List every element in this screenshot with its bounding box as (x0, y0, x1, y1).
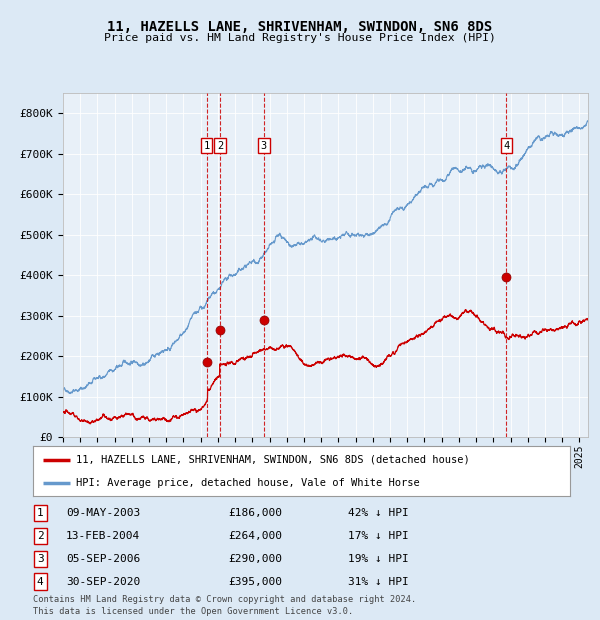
Text: £186,000: £186,000 (228, 508, 282, 518)
Text: HPI: Average price, detached house, Vale of White Horse: HPI: Average price, detached house, Vale… (76, 477, 420, 487)
Text: 1: 1 (37, 508, 44, 518)
Text: 31% ↓ HPI: 31% ↓ HPI (348, 577, 409, 587)
Text: 11, HAZELLS LANE, SHRIVENHAM, SWINDON, SN6 8DS: 11, HAZELLS LANE, SHRIVENHAM, SWINDON, S… (107, 20, 493, 34)
Text: 4: 4 (37, 577, 44, 587)
Text: 11, HAZELLS LANE, SHRIVENHAM, SWINDON, SN6 8DS (detached house): 11, HAZELLS LANE, SHRIVENHAM, SWINDON, S… (76, 455, 470, 465)
Text: Contains HM Land Registry data © Crown copyright and database right 2024.: Contains HM Land Registry data © Crown c… (33, 595, 416, 604)
Text: 3: 3 (37, 554, 44, 564)
Text: 05-SEP-2006: 05-SEP-2006 (66, 554, 140, 564)
Text: 4: 4 (503, 141, 509, 151)
Text: 2: 2 (217, 141, 223, 151)
Text: 09-MAY-2003: 09-MAY-2003 (66, 508, 140, 518)
Text: 17% ↓ HPI: 17% ↓ HPI (348, 531, 409, 541)
Text: Price paid vs. HM Land Registry's House Price Index (HPI): Price paid vs. HM Land Registry's House … (104, 33, 496, 43)
Text: This data is licensed under the Open Government Licence v3.0.: This data is licensed under the Open Gov… (33, 607, 353, 616)
Text: 1: 1 (203, 141, 210, 151)
Text: £290,000: £290,000 (228, 554, 282, 564)
Text: 3: 3 (261, 141, 267, 151)
Text: 42% ↓ HPI: 42% ↓ HPI (348, 508, 409, 518)
Text: 19% ↓ HPI: 19% ↓ HPI (348, 554, 409, 564)
Text: £395,000: £395,000 (228, 577, 282, 587)
Text: 13-FEB-2004: 13-FEB-2004 (66, 531, 140, 541)
Text: 30-SEP-2020: 30-SEP-2020 (66, 577, 140, 587)
Text: £264,000: £264,000 (228, 531, 282, 541)
Text: 2: 2 (37, 531, 44, 541)
